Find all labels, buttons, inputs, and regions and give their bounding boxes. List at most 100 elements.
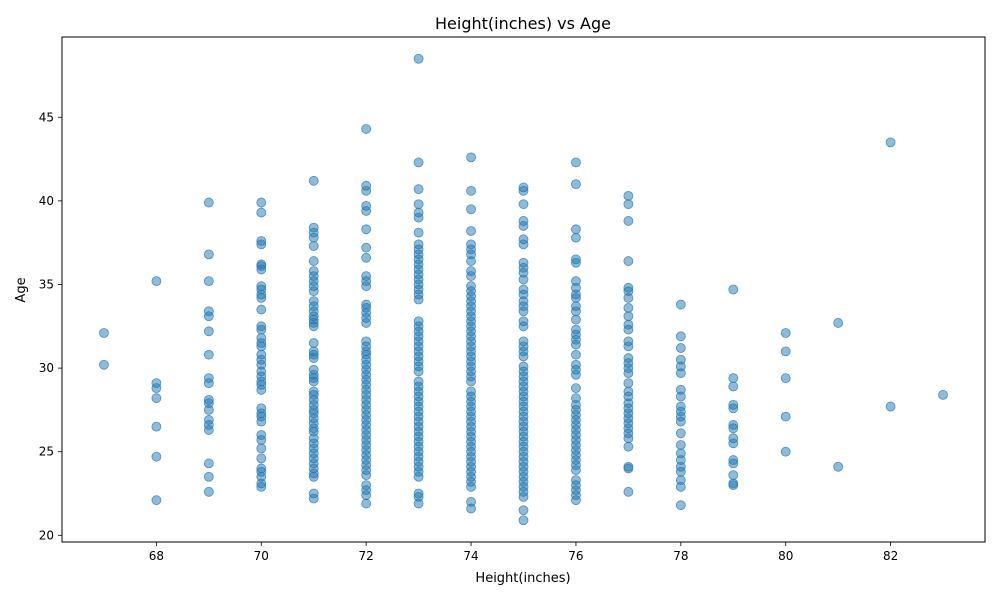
- plot-frame: [61, 36, 986, 543]
- y-tick-label: 30: [39, 361, 54, 375]
- scatter-point: [623, 324, 634, 335]
- scatter-point: [623, 486, 634, 497]
- points-layer: [99, 53, 948, 526]
- scatter-point: [361, 124, 372, 134]
- scatter-point: [203, 378, 214, 389]
- scatter-point: [728, 381, 739, 392]
- scatter-point: [361, 252, 372, 263]
- scatter-point: [623, 311, 634, 322]
- scatter-point: [518, 185, 529, 196]
- scatter-point: [361, 498, 372, 509]
- x-tick-label: 82: [883, 549, 898, 563]
- y-tick-label: 20: [39, 528, 54, 542]
- x-tick-label: 76: [568, 549, 583, 563]
- scatter-point: [413, 199, 424, 210]
- scatter-point: [518, 491, 529, 502]
- scatter-point: [623, 216, 634, 226]
- scatter-point: [203, 425, 214, 435]
- scatter-point: [833, 318, 844, 328]
- y-tick-label: 45: [39, 110, 54, 124]
- scatter-point: [623, 368, 634, 379]
- x-axis-ticks: 68 70 72 74 76 78 80 82: [149, 542, 898, 563]
- scatter-point: [308, 376, 319, 387]
- scatter-point: [308, 353, 319, 363]
- scatter-point: [675, 391, 686, 402]
- y-axis-ticks: 20 25 30 35 40 45: [39, 110, 62, 542]
- scatter-point: [728, 458, 739, 469]
- scatter-point: [308, 493, 319, 504]
- scatter-point: [308, 175, 319, 186]
- y-axis-label: Age: [14, 277, 29, 302]
- scatter-point: [308, 256, 319, 266]
- scatter-point: [518, 199, 529, 210]
- y-tick-label: 40: [39, 194, 54, 208]
- scatter-point: [256, 292, 267, 303]
- scatter-point: [413, 498, 424, 509]
- scatter-point: [413, 157, 424, 168]
- scatter-point: [256, 384, 267, 395]
- scatter-point: [571, 157, 581, 168]
- scatter-point: [466, 185, 476, 196]
- scatter-point: [361, 242, 372, 253]
- scatter-point: [675, 500, 686, 511]
- scatter-point: [361, 224, 372, 235]
- scatter-point: [728, 284, 739, 295]
- scatter-point: [361, 281, 372, 292]
- scatter-point: [518, 505, 529, 516]
- scatter-point: [518, 221, 529, 231]
- scatter-point: [361, 470, 372, 481]
- scatter-point: [623, 378, 634, 389]
- scatter-point: [623, 256, 634, 266]
- scatter-point: [99, 359, 109, 370]
- scatter-point: [466, 256, 476, 266]
- scatter-point: [256, 197, 267, 208]
- scatter-point: [571, 292, 581, 303]
- scatter-point: [728, 480, 739, 491]
- scatter-point: [623, 463, 634, 474]
- scatter-point: [203, 458, 214, 469]
- scatter-point: [675, 299, 686, 310]
- scatter-point: [413, 212, 424, 223]
- scatter-point: [623, 292, 634, 303]
- scatter-point: [728, 423, 739, 434]
- scatter-point: [256, 239, 267, 250]
- x-axis-label: Height(inches): [475, 571, 570, 586]
- scatter-point: [466, 204, 476, 215]
- scatter-point: [413, 227, 424, 238]
- scatter-point: [780, 328, 791, 338]
- scatter-point: [151, 495, 162, 506]
- scatter-point: [308, 286, 319, 297]
- scatter-point: [413, 53, 424, 64]
- scatter-point: [518, 351, 529, 362]
- scatter-point: [675, 416, 686, 427]
- scatter-point: [203, 276, 214, 287]
- scatter-point: [256, 264, 267, 275]
- scatter-point: [256, 304, 267, 315]
- scatter-point: [466, 503, 476, 514]
- scatter-point: [203, 311, 214, 322]
- scatter-point: [203, 349, 214, 360]
- scatter-point: [728, 470, 739, 481]
- scatter-point: [571, 465, 581, 476]
- scatter-point: [623, 433, 634, 444]
- scatter-point: [885, 137, 896, 148]
- scatter-point: [623, 302, 634, 313]
- scatter-point: [256, 453, 267, 464]
- scatter-point: [256, 443, 267, 454]
- scatter-point: [571, 224, 581, 235]
- scatter-point: [413, 184, 424, 195]
- scatter-point: [623, 199, 634, 210]
- scatter-point: [675, 428, 686, 439]
- scatter-point: [780, 346, 791, 357]
- scatter-point: [361, 490, 372, 501]
- scatter-point: [151, 421, 162, 432]
- scatter-point: [203, 326, 214, 337]
- scatter-point: [308, 471, 319, 482]
- scatter-point: [571, 369, 581, 380]
- scatter-point: [623, 341, 634, 352]
- scatter-point: [571, 339, 581, 350]
- scatter-point: [675, 331, 686, 342]
- x-tick-label: 78: [673, 549, 688, 563]
- scatter-point: [151, 393, 162, 404]
